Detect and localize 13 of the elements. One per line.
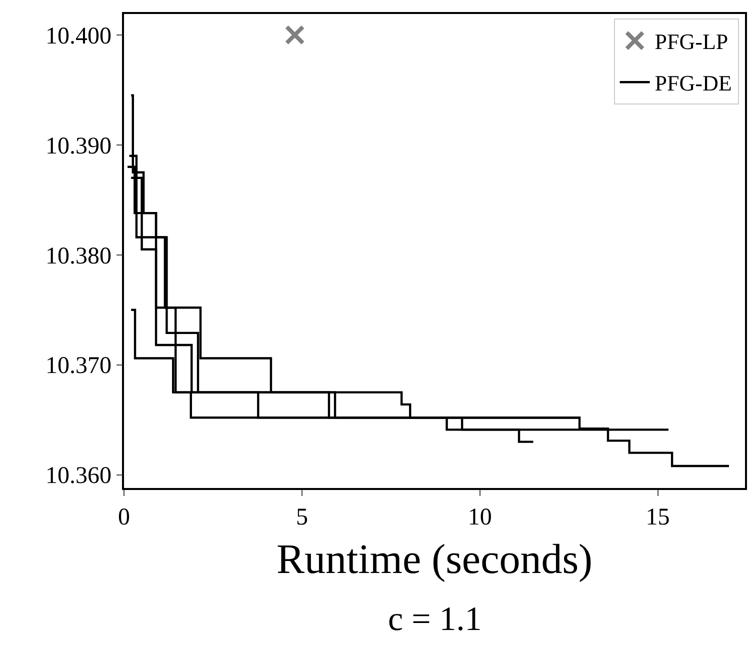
y-tick-label: 10.390 (45, 133, 112, 160)
x-tick-label: 10 (468, 504, 492, 531)
legend-label: PFG-DE (654, 70, 732, 96)
x-tick-label: 0 (118, 504, 130, 531)
y-tick-label: 10.400 (45, 23, 112, 50)
y-tick-label: 10.370 (45, 353, 112, 380)
x-axis-title: Runtime (seconds) (276, 536, 593, 583)
x-tick-label: 5 (296, 504, 308, 531)
text: c = 1.1 (388, 601, 482, 638)
y-tick-label: 10.380 (45, 243, 112, 270)
x-tick-label: 15 (646, 504, 670, 531)
legend-label: PFG-LP (654, 29, 728, 54)
y-tick-label: 10.360 (45, 463, 112, 490)
